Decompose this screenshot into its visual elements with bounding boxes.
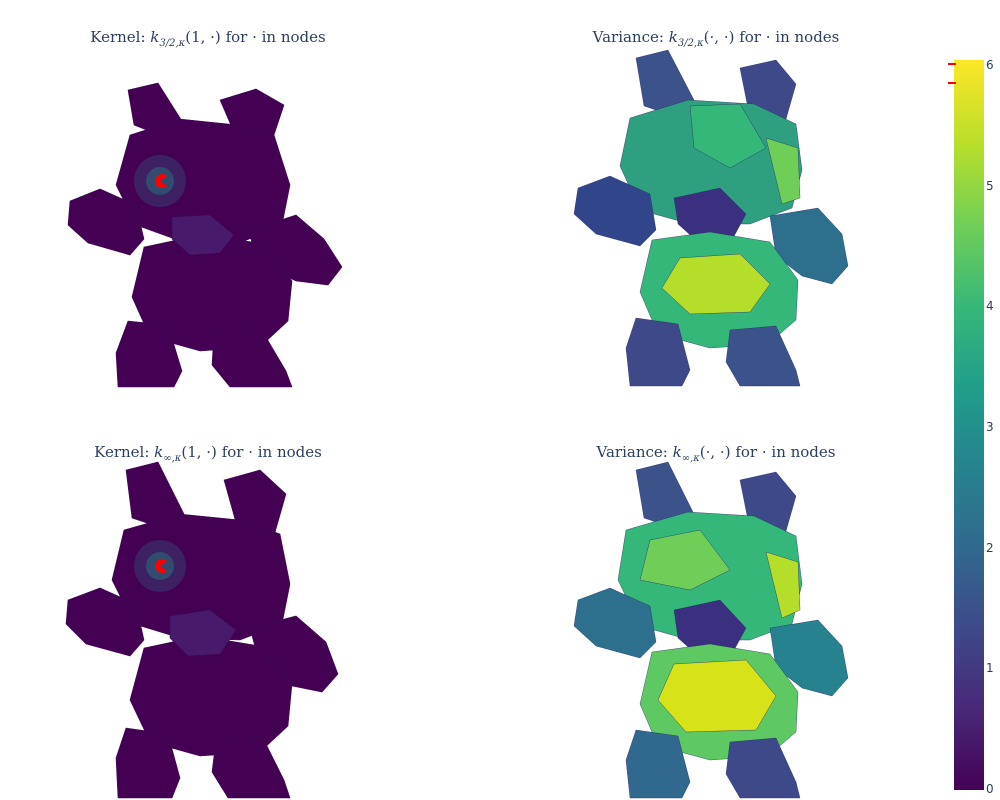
teddy-mesh [573,49,849,387]
teddy-mesh [67,82,343,388]
colorbar-tick-label: 5 [986,178,994,193]
teddy-mesh [573,461,849,799]
panel-title-variance-matern: Variance: k3/2,κ(·, ·) for · in nodes [592,28,840,49]
mesh-plot-variance-matern[interactable] [570,48,860,393]
mesh-plot-variance-heat[interactable] [570,460,860,800]
teddy-mesh [65,461,339,799]
observation-marker-icon[interactable] [155,174,167,188]
legend-marker-icon [948,82,956,84]
mesh-plot-kernel-matern[interactable] [60,75,360,395]
mesh-plot-kernel-heat[interactable] [60,460,360,800]
colorbar-tick-label: 3 [986,420,994,435]
colorbar-tick-label: 4 [986,299,994,314]
panel-title-kernel-heat: Kernel: k∞,κ(1, ·) for · in nodes [94,443,322,464]
panel-title-variance-heat: Variance: k∞,κ(·, ·) for · in nodes [596,443,836,464]
colorbar-tick-label: 2 [986,540,994,555]
legend-marker-icon [948,63,956,65]
colorbar [954,60,984,790]
colorbar-tick-label: 6 [986,58,994,73]
colorbar-tick-label: 0 [986,782,994,796]
colorbar-tick-label: 1 [986,661,994,676]
observation-marker-icon[interactable] [155,559,167,573]
panel-title-kernel-matern: Kernel: k3/2,κ(1, ·) for · in nodes [90,28,326,49]
